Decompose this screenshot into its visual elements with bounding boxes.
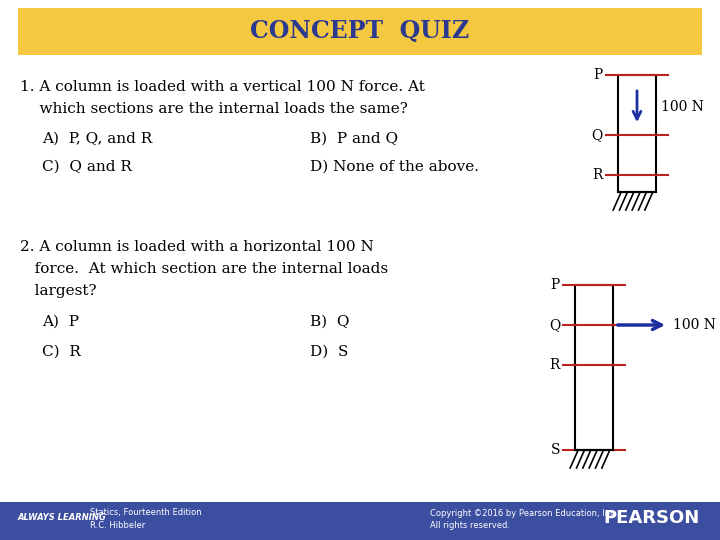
Text: R.C. Hibbeler: R.C. Hibbeler: [90, 521, 145, 530]
Text: D)  S: D) S: [310, 345, 348, 359]
Text: CONCEPT  QUIZ: CONCEPT QUIZ: [251, 19, 469, 43]
Bar: [0, 502, 720, 540]
Text: S: S: [551, 443, 560, 457]
Text: largest?: largest?: [20, 284, 96, 298]
Text: 100 N: 100 N: [661, 100, 704, 114]
Text: 1. A column is loaded with a vertical 100 N force. At: 1. A column is loaded with a vertical 10…: [20, 80, 425, 94]
Text: Q: Q: [592, 128, 603, 142]
Text: PEARSON: PEARSON: [604, 509, 700, 527]
Text: D) None of the above.: D) None of the above.: [310, 160, 479, 174]
Text: A)  P: A) P: [42, 315, 79, 329]
Text: Q: Q: [549, 318, 560, 332]
Text: C)  R: C) R: [42, 345, 81, 359]
Bar: [618, 75, 656, 192]
Text: P: P: [594, 68, 603, 82]
Text: R: R: [549, 358, 560, 372]
Text: 2. A column is loaded with a horizontal 100 N: 2. A column is loaded with a horizontal …: [20, 240, 374, 254]
Bar: [18, 8, 702, 55]
Text: B)  Q: B) Q: [310, 315, 349, 329]
Text: P: P: [551, 278, 560, 292]
Text: A)  P, Q, and R: A) P, Q, and R: [42, 132, 152, 146]
Text: ALWAYS LEARNING: ALWAYS LEARNING: [18, 512, 107, 522]
Text: 100 N: 100 N: [673, 318, 716, 332]
Text: B)  P and Q: B) P and Q: [310, 132, 398, 146]
Text: Statics, Fourteenth Edition: Statics, Fourteenth Edition: [90, 509, 202, 517]
Text: C)  Q and R: C) Q and R: [42, 160, 132, 174]
Bar: [575, 285, 613, 450]
Text: All rights reserved.: All rights reserved.: [430, 521, 510, 530]
Text: R: R: [593, 168, 603, 182]
Text: force.  At which section are the internal loads: force. At which section are the internal…: [20, 262, 388, 276]
Text: which sections are the internal loads the same?: which sections are the internal loads th…: [20, 102, 408, 116]
Text: Copyright ©2016 by Pearson Education, Inc.: Copyright ©2016 by Pearson Education, In…: [430, 509, 617, 517]
